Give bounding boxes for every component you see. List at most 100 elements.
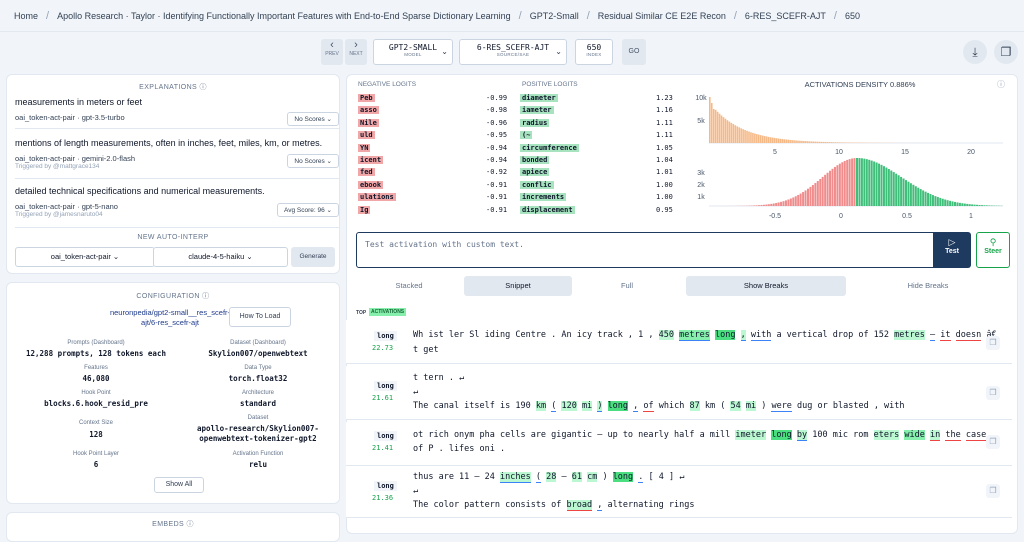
density-bar <box>819 142 821 143</box>
positive-token: circumference <box>520 144 579 152</box>
density-bar <box>974 205 976 206</box>
info-icon: ⓘ <box>997 79 1005 90</box>
negative-token: ulations <box>358 193 396 201</box>
config-label: Dataset (Dashboard) <box>183 340 333 346</box>
density-bar <box>988 205 990 206</box>
steer-button[interactable]: ⚲ Steer <box>976 232 1010 268</box>
density-bar <box>746 131 748 143</box>
y-tick-label: 10k <box>695 95 707 102</box>
activation-text: of P . lifes oni . <box>413 444 505 454</box>
bookmark-button[interactable]: ❐ <box>994 40 1018 64</box>
copy-icon[interactable]: ❐ <box>986 336 1000 350</box>
show-all-button[interactable]: Show All <box>154 477 204 493</box>
config-value: standard <box>183 399 333 408</box>
density-bar <box>785 140 787 143</box>
prev-button[interactable]: ‹ PREV <box>321 39 343 65</box>
density-bar <box>792 197 794 206</box>
breadcrumb-model[interactable]: GPT2-Small <box>530 11 579 21</box>
density-bar <box>713 109 715 143</box>
explainer-type-select[interactable]: oai_token-act-pair ⌄ <box>15 247 155 267</box>
density-bar <box>939 198 941 206</box>
negative-token: icent <box>358 156 383 164</box>
index-value: 650 <box>576 43 612 52</box>
index-input[interactable]: 650 INDEX <box>575 39 613 65</box>
score-dropdown[interactable]: No Scores ⌄ <box>287 112 339 126</box>
breadcrumb-home[interactable]: Home <box>14 11 38 21</box>
copy-icon[interactable]: ❐ <box>986 484 1000 498</box>
steer-icon: ⚲ <box>977 237 1009 248</box>
density-bar <box>817 181 819 206</box>
breadcrumb-source[interactable]: 6-RES_SCEFR-AJT <box>745 11 826 21</box>
how-to-load-button[interactable]: How To Load <box>229 307 291 327</box>
density-bar <box>785 200 787 206</box>
tab-show-breaks[interactable]: Show Breaks <box>686 276 846 296</box>
density-bar <box>776 138 778 143</box>
go-button[interactable]: GO <box>622 39 646 65</box>
density-bar <box>905 180 907 206</box>
activation-row[interactable]: long 22.73 Wh ist ler Sl iding Centre . … <box>346 320 1012 364</box>
density-bar <box>789 140 791 143</box>
density-bar <box>813 142 815 143</box>
density-bar <box>846 160 848 206</box>
copy-icon[interactable]: ❐ <box>986 386 1000 400</box>
play-icon: ▷ <box>933 237 971 248</box>
copy-icon[interactable]: ❐ <box>986 435 1000 449</box>
positive-token: diameter <box>520 94 558 102</box>
activation-token: long <box>374 481 397 491</box>
embeds-title: EMBEDS ⓘ <box>7 519 339 529</box>
tab-snippet[interactable]: Snippet <box>464 276 572 296</box>
source-select[interactable]: 6-RES_SCEFR-AJT SOURCE/SAE ⌄ <box>459 39 567 65</box>
score-dropdown[interactable]: No Scores ⌄ <box>287 154 339 168</box>
activation-row[interactable]: long 21.61 t tern . ↵ ↵ The canal itself… <box>346 366 1012 420</box>
score-dropdown[interactable]: Avg Score: 96 ⌄ <box>277 203 339 217</box>
activation-text: ↵ <box>413 486 418 496</box>
positive-value: 1.01 <box>656 168 673 176</box>
explanation-text: mentions of length measurements, often i… <box>15 138 339 148</box>
density-bar <box>846 142 848 143</box>
density-bar <box>920 189 922 206</box>
breadcrumb-sae-set[interactable]: Residual Similar CE E2E Recon <box>598 11 726 21</box>
x-tick-label: 10 <box>835 149 843 156</box>
density-bar <box>758 135 760 143</box>
breadcrumb-release[interactable]: Apollo Research · Taylor · Identifying F… <box>57 11 511 21</box>
model-value: GPT2-SMALL <box>374 43 452 52</box>
density-bar <box>878 164 880 206</box>
density-bar <box>871 161 873 206</box>
test-label: Test <box>933 248 971 255</box>
density-bar <box>780 139 782 143</box>
density-bar <box>917 188 919 206</box>
config-link[interactable]: neuronpedia/gpt2-small__res_scefr-ajt/6-… <box>105 308 235 328</box>
negative-value: -0.99 <box>486 94 507 102</box>
breadcrumb-separator: / <box>519 10 522 22</box>
negative-token: YN <box>358 144 370 152</box>
model-select[interactable]: GPT2-SMALL MODEL ⌄ <box>373 39 453 65</box>
density-bar <box>959 203 961 206</box>
y-tick-label: 3k <box>697 170 705 177</box>
density-bar <box>764 136 766 143</box>
density-bar <box>748 132 750 143</box>
explainer-model-select[interactable]: claude-4-5-haiku ⌄ <box>153 247 288 267</box>
tab-hide-breaks[interactable]: Hide Breaks <box>848 276 1008 296</box>
activation-row[interactable]: long 21.41 ot rich onym pha cells are gi… <box>346 422 1012 466</box>
positive-value: 1.04 <box>656 156 673 164</box>
density-bar <box>858 158 860 206</box>
x-tick-label: 0 <box>839 213 843 220</box>
density-bar <box>966 204 968 206</box>
download-button[interactable]: ⤓ <box>963 40 987 64</box>
config-label: Context Size <box>21 420 171 426</box>
tab-stacked[interactable]: Stacked <box>356 276 462 296</box>
tab-full[interactable]: Full <box>574 276 680 296</box>
config-label: Hook Point <box>21 390 171 396</box>
activation-row[interactable]: long 21.36 thus are 11 – 24 inches ( 28 … <box>346 466 1012 518</box>
test-text-input[interactable]: Test activation with custom text. <box>356 232 958 268</box>
density-bar <box>983 205 985 206</box>
top-label: TOP <box>356 310 366 316</box>
generate-button[interactable]: Generate <box>291 247 335 267</box>
feature-selector-bar: ‹ PREV › NEXT GPT2-SMALL MODEL ⌄ 6-RES_S… <box>0 32 1024 72</box>
density-bar <box>756 205 758 206</box>
density-bar <box>770 204 772 206</box>
next-button[interactable]: › NEXT <box>345 39 367 65</box>
test-button[interactable]: ▷ Test <box>933 232 971 268</box>
density-bar <box>844 161 846 206</box>
density-bar <box>760 135 762 143</box>
